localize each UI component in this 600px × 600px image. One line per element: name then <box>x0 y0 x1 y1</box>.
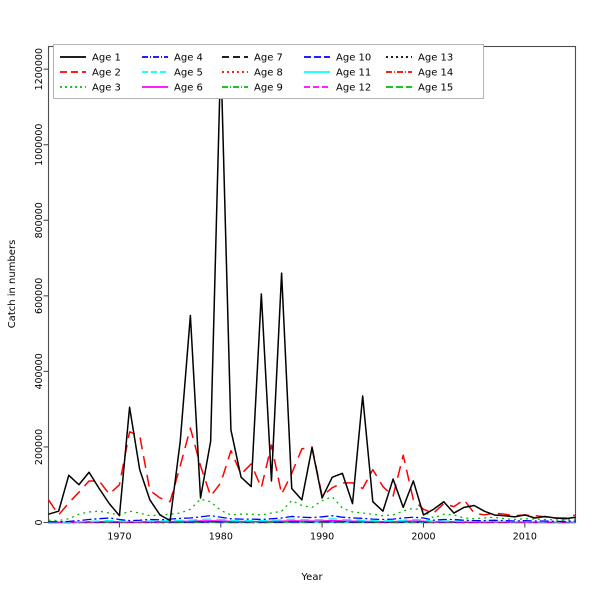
legend-items: Age 1 Age 2 Age 3 Age 4 Age 5 Age 6 Age 7 Age 8… <box>60 53 453 94</box>
y-tick-label: 400000 <box>34 353 45 389</box>
y-tick-label: 800000 <box>34 202 45 238</box>
y-tick-label: 1200000 <box>34 48 45 90</box>
legend-label-age-10: Age 10 <box>336 53 371 64</box>
legend-label-age-3: Age 3 <box>92 83 121 94</box>
series-line-age-1 <box>48 53 576 522</box>
y-tick-label: 1000000 <box>34 124 45 166</box>
series-layer <box>47 53 576 524</box>
y-tick-label: 0 <box>34 519 45 525</box>
x-axis-title: Year <box>300 572 323 583</box>
x-tick-label: 1990 <box>310 532 334 543</box>
legend-label-age-13: Age 13 <box>418 53 453 64</box>
legend-label-age-14: Age 14 <box>418 68 453 79</box>
y-axis-title: Catch in numbers <box>7 240 18 329</box>
series-line-age-2 <box>47 427 576 519</box>
legend-label-age-8: Age 8 <box>254 68 283 79</box>
x-tick-label: 2000 <box>411 532 435 543</box>
legend-label-age-15: Age 15 <box>418 83 453 94</box>
legend-label-age-9: Age 9 <box>254 83 283 94</box>
x-tick-label: 1980 <box>209 532 233 543</box>
legend-label-age-1: Age 1 <box>92 53 121 64</box>
legend-label-age-4: Age 4 <box>174 53 203 64</box>
y-tick-label: 200000 <box>34 429 45 465</box>
legend-label-age-6: Age 6 <box>174 83 203 94</box>
y-tick-label: 600000 <box>34 278 45 314</box>
legend-label-age-12: Age 12 <box>336 83 371 94</box>
legend-label-age-11: Age 11 <box>336 68 371 79</box>
series-line-age-4 <box>48 515 576 523</box>
legend-label-age-2: Age 2 <box>92 68 121 79</box>
series-line-age-5 <box>48 518 576 523</box>
x-tick-label: 2010 <box>513 532 537 543</box>
legend-label-age-7: Age 7 <box>254 53 283 64</box>
legend: Age 1 Age 2 Age 3 Age 4 Age 5 Age 6 Age 7 Age 8… <box>53 44 484 99</box>
x-tick-label: 1970 <box>107 532 131 543</box>
x-axis: 1970 1980 1990 2000 2010 <box>107 522 537 543</box>
y-axis: 0 200000 400000 600000 800000 1000000 1200000 <box>34 48 49 526</box>
legend-label-age-5: Age 5 <box>174 68 203 79</box>
series-line-age-3 <box>48 496 576 522</box>
